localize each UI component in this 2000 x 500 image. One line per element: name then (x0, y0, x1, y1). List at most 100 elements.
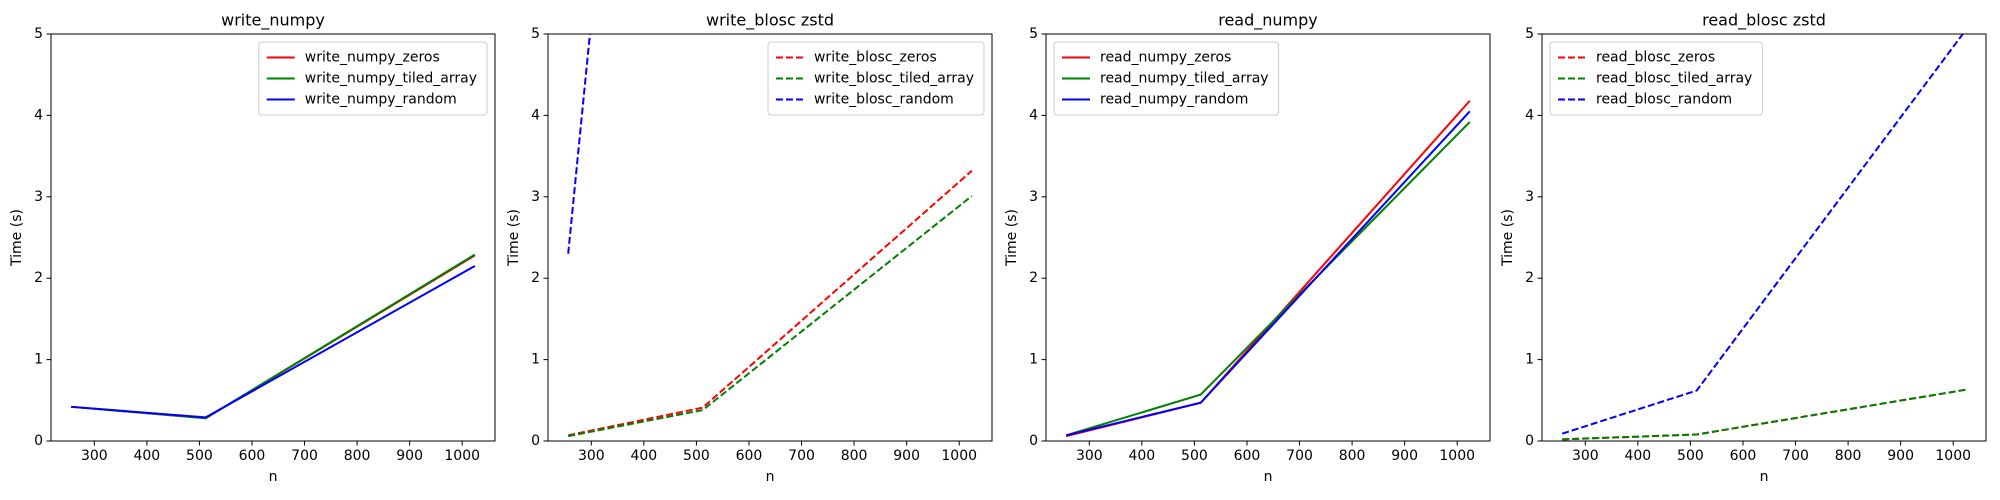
y-axis-label: Time (s) (1004, 209, 1020, 267)
y-axis-label: Time (s) (9, 209, 25, 267)
axes-frame (1045, 33, 1491, 442)
x-tick-label: 800 (1835, 448, 1862, 464)
y-tick-label: 3 (1525, 189, 1534, 205)
y-tick-label: 3 (531, 189, 540, 205)
series-line (71, 254, 476, 420)
subplot-title: read_blosc zstd (1702, 11, 1826, 31)
x-tick-label: 700 (1286, 448, 1313, 464)
legend-box (258, 41, 488, 116)
series-line (71, 265, 476, 419)
x-tick-label: 1000 (941, 448, 977, 464)
legend-label: read_blosc_zeros (1596, 50, 1715, 66)
legend-label: read_numpy_random (1100, 92, 1248, 108)
series-line (1561, 34, 1965, 435)
x-tick-label: 800 (841, 448, 868, 464)
y-tick-label: 5 (1525, 26, 1534, 42)
x-tick-label: 700 (1782, 448, 1809, 464)
x-tick-label: 700 (291, 448, 318, 464)
y-tick-label: 0 (1029, 433, 1038, 449)
legend-label: write_blosc_tiled_array (814, 71, 974, 87)
series-line (1065, 121, 1471, 437)
subplot-title: read_numpy (1218, 11, 1318, 31)
x-tick-label: 600 (1730, 448, 1757, 464)
y-tick-label: 1 (1525, 352, 1534, 368)
x-tick-label: 900 (396, 448, 423, 464)
y-tick-label: 0 (34, 433, 43, 449)
series-line (1065, 100, 1471, 438)
y-tick-label: 0 (1525, 433, 1534, 449)
x-tick-label: 600 (1234, 448, 1261, 464)
legend: write_numpy_zeros write_numpy_tiled_array… (258, 41, 488, 116)
x-tick-label: 1000 (1439, 448, 1475, 464)
x-tick-label: 300 (1572, 448, 1599, 464)
series-line (1562, 388, 1966, 441)
series-line (567, 34, 591, 254)
legend-label: write_numpy_tiled_array (305, 71, 477, 87)
series-line (1065, 110, 1471, 437)
axes-frame (1541, 33, 1987, 442)
plot-area (567, 34, 973, 438)
legend-box (1053, 41, 1280, 116)
legend-label: write_numpy_zeros (305, 50, 440, 66)
plot-area (71, 253, 476, 420)
x-tick-label: 1000 (444, 448, 480, 464)
legend-box (1549, 41, 1763, 116)
y-tick-label: 4 (1029, 107, 1038, 123)
x-tick-label: 800 (344, 448, 371, 464)
x-tick-label: 800 (1339, 448, 1366, 464)
y-tick-label: 4 (34, 107, 43, 123)
x-axis-label: n (1264, 469, 1273, 485)
y-tick-label: 2 (531, 270, 540, 286)
x-tick-label: 500 (1677, 448, 1704, 464)
x-tick-label: 700 (788, 448, 815, 464)
series-line (71, 253, 476, 420)
x-tick-label: 400 (133, 448, 160, 464)
subplot-title: write_blosc zstd (706, 11, 834, 31)
legend: read_numpy_zeros read_numpy_tiled_arrayre… (1053, 41, 1280, 116)
x-tick-label: 500 (1181, 448, 1208, 464)
y-axis-label: Time (s) (1500, 209, 1516, 267)
y-tick-label: 5 (34, 26, 43, 42)
x-tick-label: 900 (1391, 448, 1418, 464)
x-axis-label: n (1760, 469, 1769, 485)
y-tick-label: 4 (531, 107, 540, 123)
x-tick-label: 500 (683, 448, 710, 464)
axes-frame (50, 33, 496, 442)
y-tick-label: 2 (1525, 270, 1534, 286)
x-tick-label: 300 (1076, 448, 1103, 464)
x-axis-label: n (269, 469, 278, 485)
x-tick-label: 500 (186, 448, 213, 464)
legend-box (767, 41, 985, 116)
y-tick-label: 5 (531, 26, 540, 42)
y-tick-label: 0 (531, 433, 540, 449)
x-tick-label: 400 (1624, 448, 1651, 464)
x-tick-label: 400 (1128, 448, 1155, 464)
subplot: read_blosc zstd n Time (s) 300 400 500 600 700 8… (1500, 11, 1987, 485)
y-tick-label: 1 (1029, 352, 1038, 368)
legend-label: read_blosc_tiled_array (1596, 71, 1752, 87)
subplot-title: write_numpy (221, 11, 325, 31)
legend-label: read_numpy_tiled_array (1100, 71, 1269, 87)
x-tick-label: 300 (578, 448, 605, 464)
plot-area (1065, 100, 1471, 438)
x-tick-label: 400 (630, 448, 657, 464)
axes-frame (547, 33, 993, 442)
subplot: write_blosc zstd n Time (s) 300 400 500 600 700… (506, 11, 993, 485)
series-line (567, 170, 973, 437)
legend: read_blosc_zeros read_blosc_tiled_arrayre… (1549, 41, 1763, 116)
y-tick-label: 2 (34, 270, 43, 286)
y-tick-label: 1 (34, 352, 43, 368)
y-tick-label: 3 (34, 189, 43, 205)
legend-label: write_numpy_random (305, 92, 457, 108)
legend: write_blosc_zeros write_blosc_tiled_array… (767, 41, 985, 116)
x-tick-label: 300 (81, 448, 108, 464)
y-tick-label: 3 (1029, 189, 1038, 205)
y-tick-label: 4 (1525, 107, 1534, 123)
x-tick-label: 1000 (1935, 448, 1971, 464)
legend-label: write_blosc_random (814, 92, 954, 108)
x-tick-label: 900 (893, 448, 920, 464)
x-tick-label: 600 (736, 448, 763, 464)
